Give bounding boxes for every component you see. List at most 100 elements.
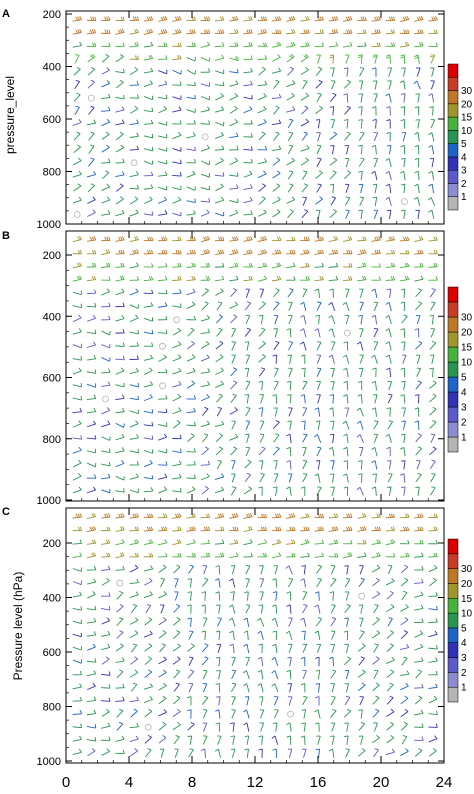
barb-flag xyxy=(107,722,111,727)
barb-flag xyxy=(149,459,153,464)
barb xyxy=(172,370,182,375)
barb xyxy=(399,673,409,676)
barb-flag xyxy=(163,196,168,201)
barb xyxy=(215,212,224,217)
barb xyxy=(358,158,365,167)
barb xyxy=(271,44,281,48)
barb xyxy=(274,657,279,667)
barb-flag xyxy=(77,249,81,254)
barb-flag xyxy=(375,695,380,699)
barb-flag xyxy=(331,29,335,34)
barb xyxy=(345,184,350,194)
barb-flag xyxy=(91,748,96,752)
barb xyxy=(318,591,320,601)
barb-flag xyxy=(278,93,282,98)
barb xyxy=(86,344,96,348)
barb-flag xyxy=(236,172,239,177)
barb-flag xyxy=(151,474,154,480)
barb-flag xyxy=(118,721,124,725)
barb-flag xyxy=(345,196,350,199)
barb-flag xyxy=(220,380,224,385)
barb-flag xyxy=(317,249,320,254)
barb xyxy=(271,19,281,22)
barb-flag xyxy=(151,236,154,241)
barb-flag xyxy=(122,158,125,163)
barb xyxy=(74,106,80,116)
barb-flag xyxy=(108,236,111,241)
barb-flag xyxy=(122,657,125,662)
colorbar-swatch xyxy=(447,391,459,408)
barb-flag xyxy=(104,29,107,34)
barb-flag xyxy=(360,16,363,21)
barb-flag xyxy=(94,737,97,742)
barb-flag xyxy=(177,327,182,332)
barb xyxy=(143,71,153,74)
barb xyxy=(172,96,182,100)
barb-flag xyxy=(420,235,424,240)
barb-flag xyxy=(421,249,424,254)
barb-flag xyxy=(146,16,150,21)
barb-flag xyxy=(278,16,282,21)
barb-flag xyxy=(303,433,308,436)
barb xyxy=(316,302,322,311)
barb-flag xyxy=(350,263,353,268)
barb-flag xyxy=(390,669,394,673)
barb-flag xyxy=(93,289,97,294)
barb-flag xyxy=(302,473,308,475)
barb-flag xyxy=(272,748,277,751)
barb xyxy=(73,94,81,102)
barb xyxy=(289,447,292,457)
barb xyxy=(129,594,139,598)
barb xyxy=(359,407,364,417)
barb-flag xyxy=(407,250,410,255)
barb-flag xyxy=(93,236,97,241)
barb xyxy=(245,381,251,391)
barb-flag xyxy=(91,526,95,531)
barb-flag xyxy=(374,604,379,606)
barb xyxy=(387,565,393,575)
barb xyxy=(216,408,223,417)
barb-flag xyxy=(93,617,97,622)
barb-flag xyxy=(77,262,80,267)
colorbar-label: 10 xyxy=(461,609,473,620)
barb xyxy=(258,185,266,192)
barb-flag xyxy=(205,236,209,241)
barb-flag xyxy=(230,735,235,737)
barb-flag xyxy=(105,249,109,254)
barb xyxy=(416,460,421,470)
barb xyxy=(86,581,96,585)
barb xyxy=(243,213,253,216)
barb-calm xyxy=(159,342,166,350)
barb-flag xyxy=(414,420,419,423)
barb xyxy=(272,199,281,205)
barb-flag xyxy=(164,210,168,214)
barb-flag xyxy=(191,262,194,267)
barb-flag xyxy=(306,144,310,149)
barb-flag xyxy=(204,288,209,291)
barb-flag xyxy=(163,656,167,660)
barb-flag xyxy=(161,643,166,646)
barb xyxy=(157,411,168,414)
barb-flag xyxy=(419,630,424,634)
barb-flag xyxy=(176,420,181,423)
barb xyxy=(158,356,167,362)
barb xyxy=(101,371,111,374)
barb xyxy=(144,671,153,678)
barb-flag xyxy=(179,487,182,493)
barb xyxy=(187,435,195,442)
barb-flag xyxy=(290,539,294,544)
barb-flag xyxy=(121,275,125,280)
barb-flag xyxy=(436,645,438,650)
barb xyxy=(229,19,239,22)
barb xyxy=(101,186,110,191)
barb xyxy=(343,710,352,718)
barb xyxy=(275,578,278,588)
barb-flag xyxy=(361,682,366,686)
barb-flag xyxy=(428,132,433,136)
barb-flag xyxy=(329,433,334,436)
barb-flag xyxy=(343,446,348,450)
barb-flag xyxy=(392,539,395,544)
barb-flag xyxy=(374,526,377,531)
barb xyxy=(101,213,111,216)
barb xyxy=(115,660,125,663)
